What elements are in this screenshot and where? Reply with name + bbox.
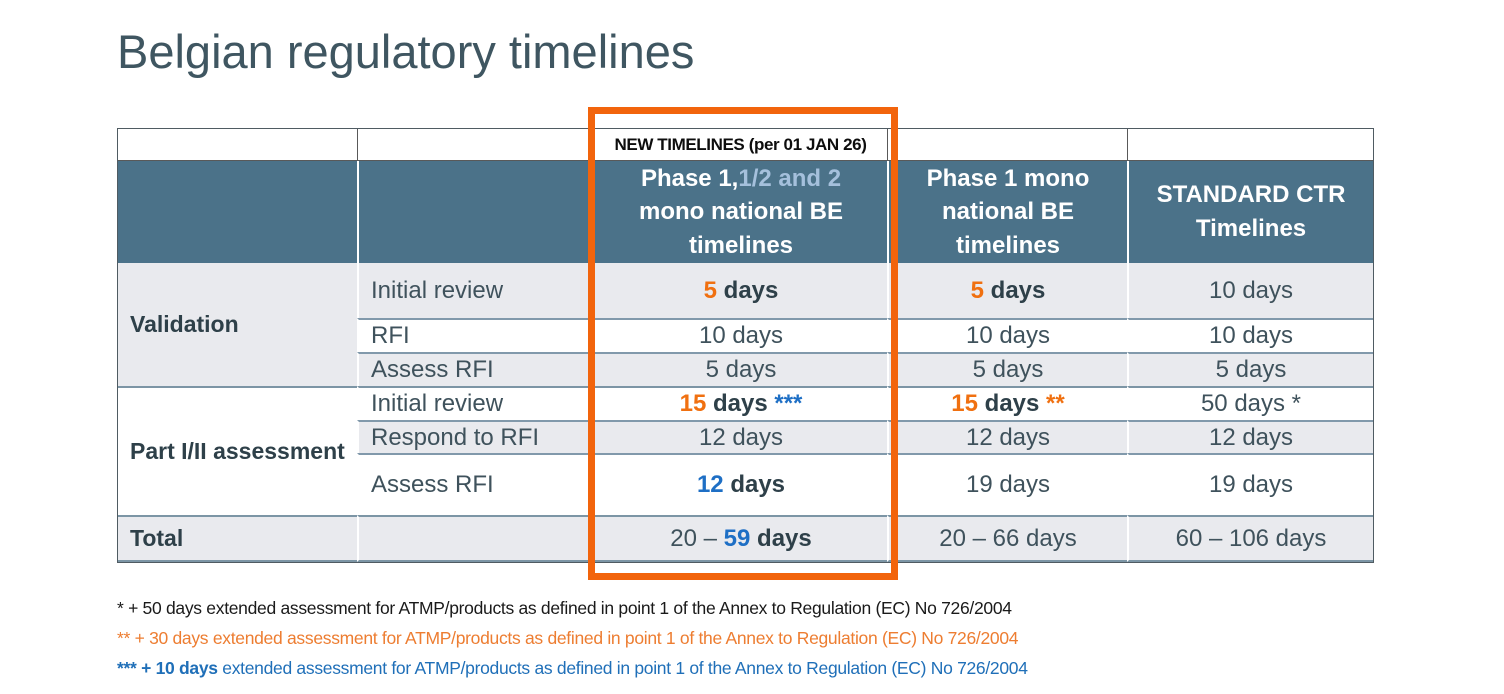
step-label: Assess RFI [357,453,593,515]
total-value-cell: 60 – 106 days [1127,515,1373,562]
value-cell: 12 days [593,453,887,515]
table-row: Part I/II assessment Initial review 15 day… [118,386,1373,515]
total-value-cell: 20 – 66 days [887,515,1127,562]
value-cell: 5 days [1127,352,1373,386]
text-segment: 59 [723,524,751,552]
footnotes: * + 50 days extended assessment for ATMP… [117,598,1028,679]
text-segment: 20 – 66 days [939,524,1077,552]
text-segment: 1/2 and 2 [738,164,842,192]
value-cell: 19 days [1127,453,1373,515]
step-label: Initial review [357,263,593,318]
total-value-cell: 20 – 59 days [593,515,887,562]
text-segment: Phase 1, [640,164,739,192]
step-label: RFI [357,318,593,352]
text-segment: Phase 1 mono national BE timelines [926,164,1090,259]
text-segment: 10 days [1208,322,1294,349]
banner-row: NEW TIMELINES (per 01 JAN 26) [118,129,1373,161]
value-cell: 12 days [887,420,1127,453]
text-segment: 12 days [698,423,784,451]
text-segment: 20 – [670,524,724,552]
column-header-phase-1-12-2-mono-national-be: Phase 1,1/2 and 2 mono national BE timel… [593,161,887,263]
value-cell: 12 days [593,420,887,453]
value-cell: 10 days [1127,318,1373,352]
text-segment: 12 days [1208,423,1294,451]
group-label: Part I/II assessment [118,386,357,515]
value-cell: 10 days [1127,263,1373,318]
footnote-2: ** + 30 days extended assessment for ATM… [117,628,1028,649]
table-row: Assess RFI 12 days 19 days 19 days [118,453,1373,515]
value-cell: 12 days [1127,420,1373,453]
text-segment: *** + 10 days [117,658,218,678]
timelines-table-container: NEW TIMELINES (per 01 JAN 26) Phase 1,1/2… [117,128,1374,563]
value-cell: 15 days *** [593,386,887,420]
footnote-1: * + 50 days extended assessment for ATMP… [117,598,1028,619]
text-segment: 10 days [965,322,1051,349]
text-segment: 10 days [1208,276,1294,304]
text-segment: 19 days [1208,471,1294,498]
value-cell: 5 days [887,352,1127,386]
text-segment: extended assessment for ATMP/products as… [217,658,1028,678]
text-segment: 15 [679,390,707,417]
column-header-standard-ctr: STANDARD CTR Timelines [1127,161,1373,263]
table-row: Assess RFI 5 days 5 days 5 days [118,352,1373,386]
text-segment: 12 days [965,423,1051,451]
step-label: Respond to RFI [357,420,593,453]
text-segment: ** + 30 days extended assessment for ATM… [117,628,1019,648]
banner-empty-cell [118,129,357,161]
text-segment: 5 [703,276,717,304]
value-cell: 15 days ** [887,386,1127,420]
text-segment: days [716,276,779,304]
value-cell: 5 days [593,263,887,318]
column-header-phase-1-mono-national-be: Phase 1 mono national BE timelines [887,161,1127,263]
new-timelines-banner: NEW TIMELINES (per 01 JAN 26) [593,129,887,161]
total-row: Total 20 – 59 days 20 – 66 days 60 – 106 da… [118,515,1373,562]
text-segment: STANDARD CTR Timelines [1156,181,1346,242]
step-label: Assess RFI [357,352,593,386]
page-title: Belgian regulatory timelines [117,25,695,78]
column-header-group [118,161,357,263]
text-segment: 5 days [1215,356,1287,383]
text-segment: 12 [696,471,724,498]
text-segment: 15 [951,390,978,417]
text-segment: 5 days [705,356,777,383]
value-cell: 19 days [887,453,1127,515]
value-cell: 5 days [593,352,887,386]
header-row: Phase 1,1/2 and 2 mono national BE timel… [118,161,1373,263]
banner-empty-cell [1127,129,1373,161]
total-label: Total [118,515,357,562]
text-segment: mono national BE timelines [639,198,843,259]
text-segment: 5 [970,276,984,304]
text-segment: ** [1046,390,1065,417]
table-row: RFI 10 days 10 days 10 days [118,318,1373,352]
total-empty-cell [357,515,593,562]
text-segment: 50 days * [1200,390,1302,417]
text-segment: * + 50 days extended assessment for ATMP… [117,598,1012,618]
column-header-step [357,161,593,263]
text-segment: days [750,524,812,552]
step-label: Initial review [357,386,593,420]
text-segment: days [977,390,1047,417]
value-cell: 50 days * [1127,386,1373,420]
text-segment: 19 days [965,471,1051,498]
timelines-table-body: NEW TIMELINES (per 01 JAN 26) Phase 1,1/2… [118,129,1373,562]
text-segment: days [983,276,1046,304]
text-segment: 10 days [698,322,784,349]
banner-empty-cell [887,129,1127,161]
timelines-table: NEW TIMELINES (per 01 JAN 26) Phase 1,1/2… [118,129,1373,562]
value-cell: 10 days [593,318,887,352]
text-segment: 60 – 106 days [1175,524,1327,552]
banner-empty-cell [357,129,593,161]
value-cell: 5 days [887,263,1127,318]
text-segment: days [723,471,786,498]
footnote-3: *** + 10 days extended assessment for AT… [117,658,1028,679]
value-cell: 10 days [887,318,1127,352]
table-row: Respond to RFI 12 days 12 days 12 days [118,420,1373,453]
text-segment: *** [774,390,803,417]
text-segment: 5 days [972,356,1044,383]
group-label: Validation [118,263,357,386]
table-row: Validation Initial review 5 days 5 days 10 d… [118,263,1373,386]
text-segment: days [706,390,775,417]
